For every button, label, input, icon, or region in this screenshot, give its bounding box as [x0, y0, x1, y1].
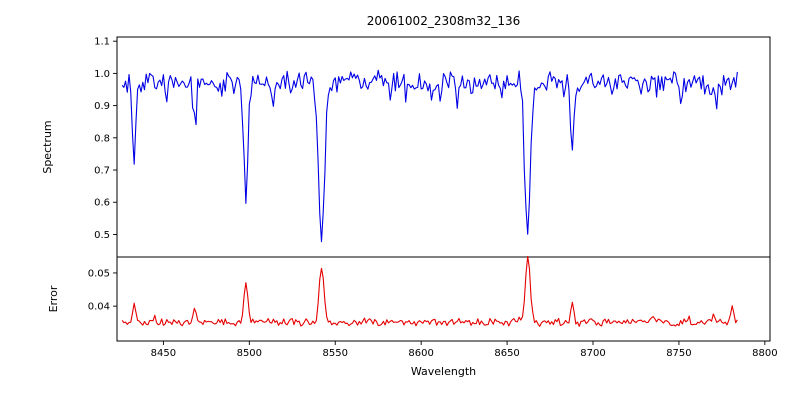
error-line [121, 255, 738, 327]
axes-frame-error [116, 256, 771, 342]
y-tick-label: 0.04 [88, 302, 110, 313]
x-tick-label: 8800 [752, 348, 777, 359]
x-tick-label: 8450 [151, 348, 176, 359]
error-y-axis-label: Error [47, 285, 60, 313]
x-tick-label: 8550 [323, 348, 348, 359]
spectrum-y-axis-label: Spectrum [41, 120, 54, 174]
x-tick-label: 8750 [666, 348, 691, 359]
y-tick-label: 0.5 [94, 230, 110, 241]
x-tick-label: 8500 [237, 348, 262, 359]
x-axis-label: Wavelength [410, 365, 477, 378]
y-tick-label: 0.7 [94, 166, 110, 177]
y-tick-label: 1.1 [94, 37, 110, 48]
plot-title: 20061002_2308m32_136 [366, 14, 521, 28]
y-tick-label: 0.8 [94, 133, 110, 144]
y-tick-label: 0.9 [94, 101, 110, 112]
x-tick-label: 8650 [494, 348, 519, 359]
spectrum-line [121, 69, 738, 243]
y-tick-label: 0.05 [88, 268, 110, 279]
x-tick-label: 8600 [408, 348, 433, 359]
y-tick-label: 0.6 [94, 198, 110, 209]
x-tick-label: 8700 [580, 348, 605, 359]
axes-frame-spectrum [116, 36, 771, 258]
y-tick-label: 1.0 [94, 69, 110, 80]
